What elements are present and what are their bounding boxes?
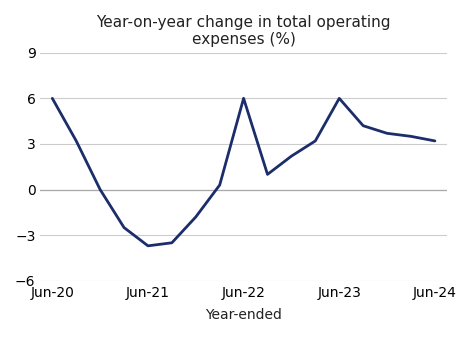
Title: Year-on-year change in total operating
expenses (%): Year-on-year change in total operating e…	[96, 15, 391, 48]
X-axis label: Year-ended: Year-ended	[205, 308, 282, 322]
